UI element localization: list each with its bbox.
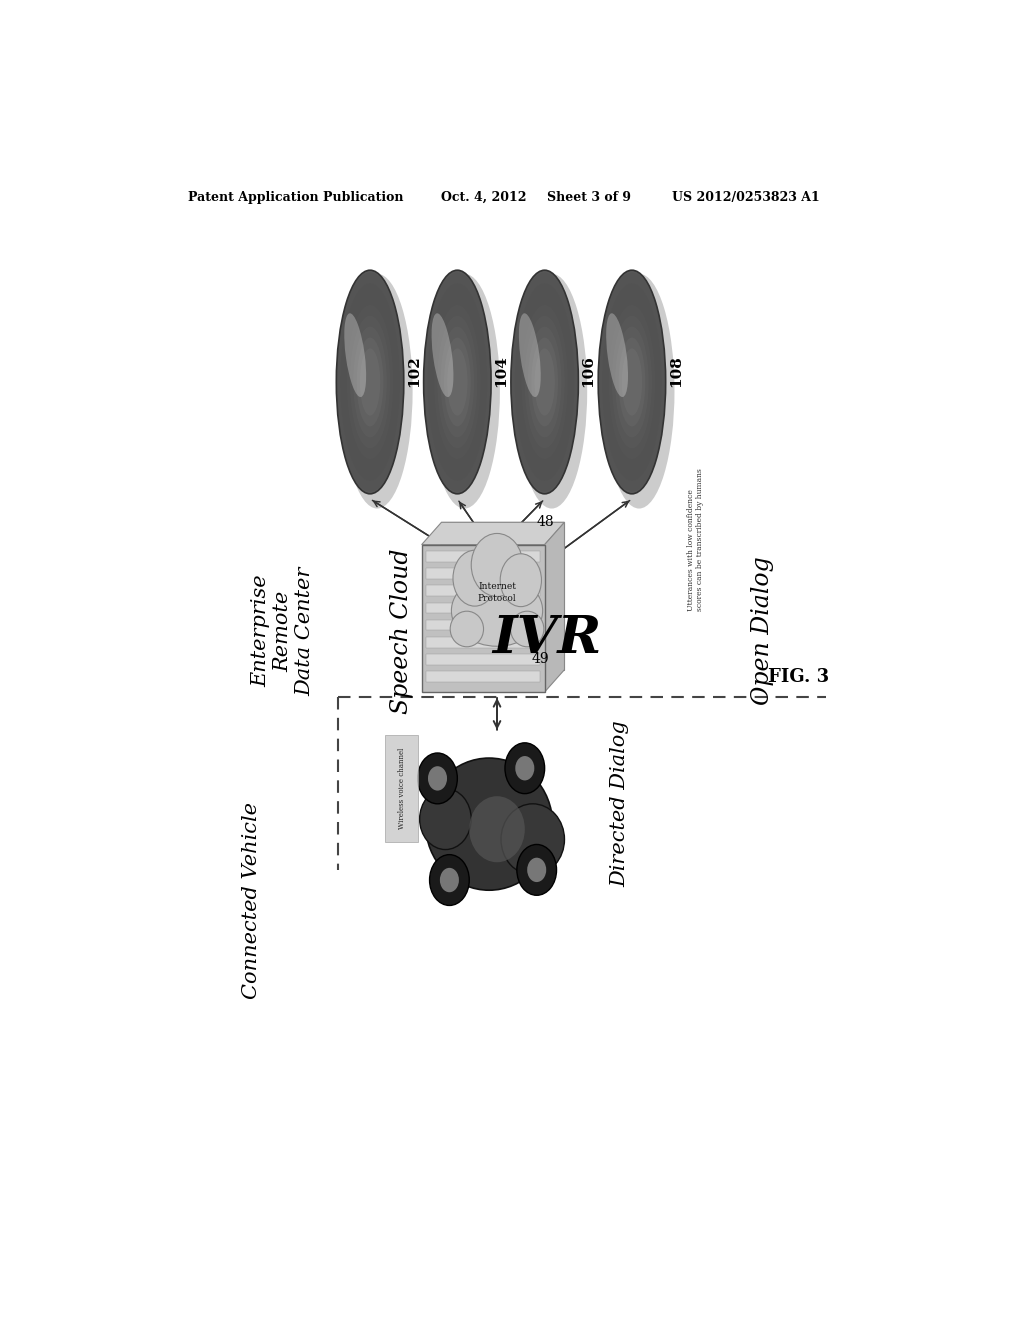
Ellipse shape — [606, 313, 628, 397]
Text: 49: 49 — [531, 652, 550, 667]
Ellipse shape — [424, 271, 492, 494]
Ellipse shape — [428, 284, 487, 480]
Ellipse shape — [451, 611, 483, 647]
Ellipse shape — [471, 533, 523, 597]
Ellipse shape — [521, 305, 568, 459]
Text: 108: 108 — [669, 355, 683, 387]
Ellipse shape — [500, 554, 542, 607]
Circle shape — [418, 752, 458, 804]
Polygon shape — [545, 523, 564, 692]
Ellipse shape — [453, 550, 497, 606]
Ellipse shape — [622, 348, 642, 416]
Ellipse shape — [431, 294, 484, 470]
Ellipse shape — [612, 315, 652, 447]
Text: 48: 48 — [537, 515, 554, 529]
Text: Oct. 4, 2012: Oct. 4, 2012 — [441, 191, 527, 205]
FancyBboxPatch shape — [426, 550, 540, 562]
Ellipse shape — [598, 271, 666, 494]
Ellipse shape — [519, 313, 541, 397]
Text: Speech Cloud: Speech Cloud — [390, 548, 414, 714]
Ellipse shape — [420, 788, 471, 850]
Text: Connected Vehicle: Connected Vehicle — [242, 801, 260, 999]
Text: Wireless voice channel: Wireless voice channel — [397, 748, 406, 829]
Ellipse shape — [426, 758, 553, 890]
FancyBboxPatch shape — [426, 585, 540, 597]
Ellipse shape — [501, 804, 564, 875]
Ellipse shape — [531, 338, 558, 426]
Ellipse shape — [437, 315, 477, 447]
FancyBboxPatch shape — [426, 636, 540, 648]
Ellipse shape — [447, 348, 468, 416]
Ellipse shape — [347, 305, 393, 459]
Polygon shape — [422, 523, 564, 545]
Text: Internet
Protocol: Internet Protocol — [478, 582, 516, 603]
Ellipse shape — [608, 305, 655, 459]
Ellipse shape — [604, 273, 675, 508]
Ellipse shape — [469, 796, 525, 862]
Ellipse shape — [340, 284, 399, 480]
Ellipse shape — [424, 272, 490, 491]
Text: IVR: IVR — [492, 614, 601, 664]
FancyBboxPatch shape — [422, 545, 545, 692]
Text: Open Dialog: Open Dialog — [752, 557, 774, 705]
Ellipse shape — [528, 327, 561, 437]
Ellipse shape — [440, 327, 474, 437]
Ellipse shape — [602, 284, 662, 480]
Text: 106: 106 — [582, 355, 596, 387]
Text: Enterprise
Remote
Data Center: Enterprise Remote Data Center — [251, 566, 314, 696]
Ellipse shape — [337, 272, 403, 491]
Text: FIG. 3: FIG. 3 — [768, 668, 829, 686]
FancyBboxPatch shape — [426, 619, 540, 631]
Ellipse shape — [515, 284, 574, 480]
FancyBboxPatch shape — [426, 602, 540, 614]
Ellipse shape — [336, 271, 403, 494]
Ellipse shape — [431, 313, 454, 397]
Ellipse shape — [511, 611, 544, 647]
FancyBboxPatch shape — [441, 523, 564, 669]
Ellipse shape — [429, 273, 500, 508]
Text: 102: 102 — [407, 355, 421, 387]
Circle shape — [430, 854, 469, 906]
Ellipse shape — [618, 338, 645, 426]
Text: US 2012/0253823 A1: US 2012/0253823 A1 — [672, 191, 819, 205]
Ellipse shape — [342, 273, 413, 508]
Circle shape — [517, 845, 557, 895]
Ellipse shape — [344, 313, 367, 397]
Ellipse shape — [353, 327, 387, 437]
Ellipse shape — [615, 327, 648, 437]
Ellipse shape — [512, 272, 578, 491]
Ellipse shape — [524, 315, 564, 447]
Circle shape — [527, 858, 546, 882]
FancyBboxPatch shape — [426, 568, 540, 579]
Ellipse shape — [350, 315, 390, 447]
Ellipse shape — [444, 338, 471, 426]
Circle shape — [428, 766, 447, 791]
Ellipse shape — [452, 576, 543, 647]
Ellipse shape — [359, 348, 380, 416]
FancyBboxPatch shape — [426, 671, 540, 682]
Text: Sheet 3 of 9: Sheet 3 of 9 — [547, 191, 631, 205]
Ellipse shape — [599, 272, 665, 491]
Text: Patent Application Publication: Patent Application Publication — [187, 191, 403, 205]
Circle shape — [440, 867, 459, 892]
FancyBboxPatch shape — [426, 653, 540, 665]
Text: Utterances with low confidence
scores can be transcribed by humans: Utterances with low confidence scores ca… — [687, 469, 705, 611]
Ellipse shape — [343, 294, 396, 470]
Ellipse shape — [535, 348, 555, 416]
Circle shape — [505, 743, 545, 793]
Ellipse shape — [511, 271, 579, 494]
Ellipse shape — [605, 294, 658, 470]
Circle shape — [515, 756, 535, 780]
Ellipse shape — [356, 338, 383, 426]
Ellipse shape — [434, 305, 480, 459]
Ellipse shape — [518, 294, 571, 470]
Ellipse shape — [516, 273, 587, 508]
Text: 104: 104 — [495, 355, 508, 387]
Text: Directed Dialog: Directed Dialog — [610, 721, 630, 887]
